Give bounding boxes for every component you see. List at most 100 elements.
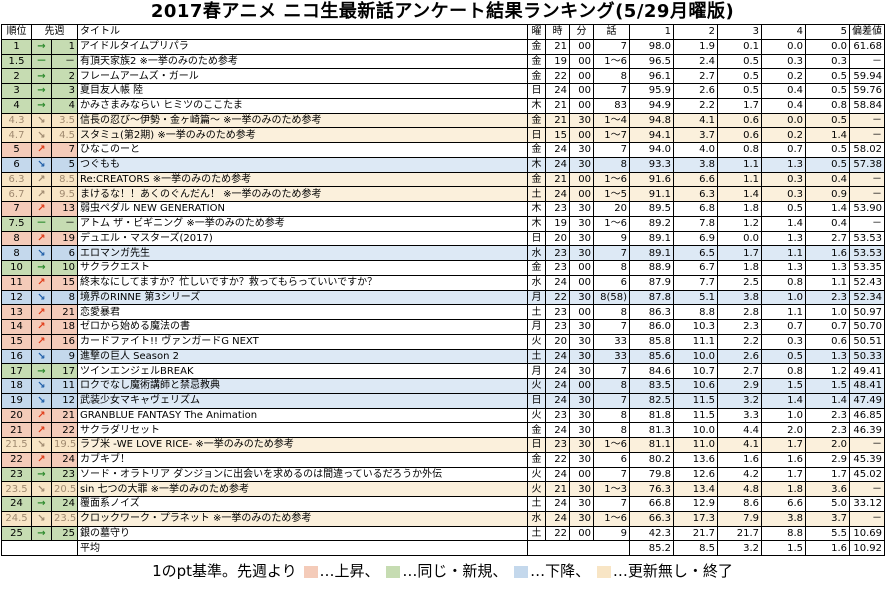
minute-cell: 00	[569, 83, 594, 99]
day-cell: 日	[527, 127, 546, 143]
table-row: 1 → 1 アイドルタイムプリパラ金 21 00 7 98.0 1.9 0.1 0.0 0.0 61.6…	[1, 38, 885, 55]
hour-cell: 22	[545, 525, 570, 542]
rank-cell: 16	[1, 348, 32, 365]
hour-cell: 15	[545, 127, 570, 143]
average-p5: 1.6	[805, 540, 850, 556]
rank-cell: 6.3	[1, 171, 32, 188]
deviation-cell: －	[849, 215, 885, 232]
prev-rank-cell: 11	[51, 378, 78, 394]
title-cell: カードファイト!! ヴァンガードG NEXT	[77, 333, 528, 350]
rank-cell: 21	[1, 422, 32, 438]
hour-cell: 23	[545, 407, 570, 424]
pct2-cell: 7.8	[673, 215, 718, 232]
title-cell: 終末なにしてますか？忙しいですか？救ってもらっていいですか？	[77, 274, 528, 291]
deviation-cell: －	[849, 510, 885, 527]
pct4-cell: 1.7	[761, 437, 806, 453]
pct1-cell: 79.8	[629, 466, 674, 483]
episode-cell: 33	[593, 348, 630, 365]
prev-rank-cell: 23	[51, 466, 78, 483]
episode-cell: 7	[593, 142, 630, 158]
hour-cell: 23	[545, 201, 570, 217]
legend-up-swatch	[303, 565, 318, 578]
prev-rank-cell: 10	[51, 260, 78, 276]
day-cell: 金	[527, 260, 546, 276]
pct5-cell: 0.0	[805, 38, 850, 55]
hour-cell: 24	[545, 510, 570, 527]
trend-arrow: →	[31, 496, 52, 512]
header-rank: 順位	[1, 24, 32, 40]
minute-cell: 30	[569, 201, 594, 217]
episode-cell: 20	[593, 201, 630, 217]
trend-arrow: ↗	[31, 451, 52, 468]
title-cell: ひなこのーと	[77, 142, 528, 158]
rank-cell: 11	[1, 274, 32, 291]
average-label: 平均	[77, 540, 528, 556]
deviation-cell: 46.85	[849, 407, 885, 424]
pct5-cell: 1.4	[805, 392, 850, 409]
day-cell: 金	[527, 68, 546, 84]
header-c3: 3	[717, 24, 762, 40]
title-cell: sin 七つの大罪 ※一挙のみのため参考	[77, 481, 528, 497]
pct4-cell: 0.8	[761, 274, 806, 291]
pct2-cell: 4.0	[673, 142, 718, 158]
episode-cell: 1〜6	[593, 171, 630, 188]
trend-arrow: ↘	[31, 127, 52, 143]
rank-cell: 19	[1, 392, 32, 409]
prev-rank-cell: 12	[51, 392, 78, 409]
pct5-cell: 1.4	[805, 201, 850, 217]
hour-cell: 20	[545, 333, 570, 350]
deviation-cell: 49.41	[849, 363, 885, 379]
prev-rank-cell: 9.5	[51, 186, 78, 202]
deviation-cell: 53.53	[849, 230, 885, 247]
pct3-cell: 1.7	[717, 97, 762, 114]
pct4-cell: 0.3	[761, 171, 806, 188]
pct3-cell: 3.2	[717, 392, 762, 409]
deviation-cell: 53.35	[849, 260, 885, 276]
day-cell: 日	[527, 392, 546, 409]
header-c1: 1	[629, 24, 674, 40]
pct4-cell: 1.8	[761, 481, 806, 497]
trend-arrow: ↘	[31, 156, 52, 173]
title-cell: つぐもも	[77, 156, 528, 173]
pct5-cell: 0.4	[805, 171, 850, 188]
episode-cell: 9	[593, 230, 630, 247]
table-row: 13 ↗ 21 恋愛暴君土 23 00 8 86.3 8.8 2.8 1.1 1.0 50.97	[1, 304, 885, 320]
trend-arrow: ↗	[31, 422, 52, 438]
day-cell: 火	[527, 466, 546, 483]
episode-cell: 1〜7	[593, 127, 630, 143]
table-row: 7 ↗ 13 弱虫ペダル NEW GENERATION 木 23 30 20 89.5 6.8 1.…	[1, 201, 885, 217]
rank-cell: 4.7	[1, 127, 32, 143]
legend: 1のpt基準。先週より …上昇、 …同じ・新規、 …下降、 …更新無し・終了	[0, 561, 885, 581]
pct3-cell: 2.3	[717, 319, 762, 335]
rank-cell: 5	[1, 142, 32, 158]
prev-rank-cell: 9	[51, 348, 78, 365]
table-row: 5 ↗ 7 ひなこのーと金 24 30 7 94.0 4.0 0.8 0.7 0.5 58.02	[1, 142, 885, 158]
pct1-cell: 88.9	[629, 260, 674, 276]
pct2-cell: 4.1	[673, 112, 718, 129]
pct2-cell: 6.9	[673, 230, 718, 247]
pct5-cell: 2.7	[805, 230, 850, 247]
episode-cell: 7	[593, 466, 630, 483]
pct5-cell: 1.2	[805, 363, 850, 379]
deviation-cell: －	[849, 186, 885, 202]
hour-cell: 24	[545, 496, 570, 512]
average-row: 平均 85.2 8.5 3.2 1.5 1.6 10.92	[1, 540, 885, 556]
hour-cell: 21	[545, 97, 570, 114]
minute-cell: 00	[569, 171, 594, 188]
pct4-cell: 0.2	[761, 68, 806, 84]
pct5-cell: 2.0	[805, 437, 850, 453]
pct3-cell: 4.1	[717, 437, 762, 453]
pct4-cell: 2.0	[761, 422, 806, 438]
episode-cell: 7	[593, 496, 630, 512]
episode-cell: 1〜6	[593, 437, 630, 453]
table-row: 4 → 4 かみさまみならい ヒミツのここたま木 21 00 83 94.9 2.2 1.7 0.4…	[1, 97, 885, 114]
pct1-cell: 82.5	[629, 392, 674, 409]
hour-cell: 23	[545, 260, 570, 276]
pct2-cell: 6.7	[673, 260, 718, 276]
title-cell: まけるな！！あくのぐんだん！ ※一挙のみのため参考	[77, 186, 528, 202]
table-header-row: 順位 先週 タイトル 曜 時 分 話 1 2 3 4 5 偏差値	[1, 24, 885, 40]
pct3-cell: 8.6	[717, 496, 762, 512]
pct2-cell: 3.8	[673, 156, 718, 173]
prev-rank-cell: 4.5	[51, 127, 78, 143]
minute-cell: 30	[569, 510, 594, 527]
